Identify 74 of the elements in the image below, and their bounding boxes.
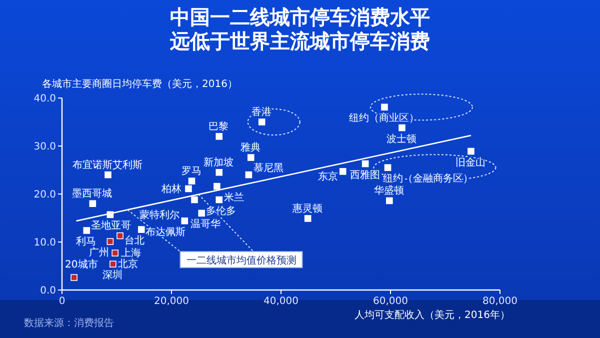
annotation: 温哥华 (190, 218, 221, 230)
annotation: 利马 (76, 235, 96, 248)
point (188, 178, 196, 184)
annotation: 蒙特利尔 (139, 208, 180, 221)
annotation: 深圳 (102, 269, 122, 282)
annotation: 柏林 (160, 183, 182, 196)
annotation: 罗马 (181, 166, 202, 178)
annotation: 东京 (318, 170, 338, 182)
point (386, 197, 393, 204)
annotation: 一二线城市均值价格预测 (186, 254, 296, 267)
y-tick-label: 30.0 (34, 142, 56, 152)
annotation: 北京 (118, 258, 138, 270)
point (83, 227, 90, 234)
point (191, 196, 198, 204)
point (216, 196, 223, 204)
annotation: 纽约（商业区） (348, 112, 419, 124)
chart-title: 中国一二线城市停车消费水平 (170, 5, 430, 29)
x-tick-label: 0 (58, 296, 66, 307)
source-note: 数据来源：消费报告 (24, 317, 114, 329)
x-tick-label: 40,000 (264, 296, 298, 307)
chart-subtitle: 远低于世界主流城市停车消费 (169, 29, 430, 53)
annotation: 华盛顿 (374, 184, 404, 197)
annotation: 墨西哥城 (72, 188, 112, 200)
annotation: 上海 (121, 246, 142, 259)
point (106, 238, 114, 245)
point (339, 168, 346, 175)
annotation: 西雅图 (350, 168, 380, 181)
annotation: 圣地亚哥 (91, 220, 132, 232)
annotation: 雅典 (240, 142, 260, 154)
point (112, 250, 119, 256)
annotation: 多伦多 (206, 204, 236, 217)
point (138, 226, 145, 233)
point (304, 215, 312, 222)
annotation: 台北 (124, 234, 144, 247)
annotation: 广州 (89, 246, 110, 259)
point (70, 274, 78, 281)
point (89, 200, 96, 207)
annotation: 巴黎 (208, 120, 229, 132)
annotation: 波士顿 (386, 132, 416, 145)
point (247, 154, 254, 161)
annotation: 20城市 (65, 258, 98, 271)
point (104, 171, 112, 178)
point (245, 171, 252, 178)
annotation: 布宜诺斯艾利斯 (72, 158, 142, 171)
point (258, 118, 266, 126)
point (181, 217, 188, 224)
point (468, 148, 474, 155)
annotation: 布达佩斯 (146, 226, 186, 238)
annotation: 纽约（金融商务区） (382, 172, 473, 185)
point (214, 182, 220, 190)
annotation: 惠灵顿 (291, 202, 322, 214)
y-tick-label: 20.0 (34, 190, 56, 200)
point (216, 133, 223, 140)
y-tick-label: 10.0 (34, 238, 56, 248)
x-tick-label: 60,000 (373, 296, 408, 307)
annotation: 旧金山 (455, 156, 486, 168)
annotation: 香港 (251, 106, 272, 118)
y-tick-label: 0.0 (40, 286, 56, 296)
x-tick-label: 20,000 (154, 296, 189, 307)
x-axis-title: 人均可支配收入（美元，2016年） (354, 309, 510, 321)
y-axis-title: 各城市主要商圈日均停车费（美元，2016） (42, 78, 238, 90)
x-tick-label: 80,000 (482, 296, 518, 307)
point (398, 124, 406, 132)
point (198, 210, 206, 217)
point (362, 160, 369, 168)
point (381, 104, 388, 111)
point (110, 260, 116, 268)
annotation: 新加坡 (204, 156, 234, 168)
annotation: 米兰 (224, 191, 244, 204)
point (116, 232, 124, 240)
point (185, 185, 192, 192)
annotation: 慕尼黑 (254, 162, 284, 174)
point (216, 169, 223, 176)
y-tick-label: 40.0 (34, 94, 56, 104)
